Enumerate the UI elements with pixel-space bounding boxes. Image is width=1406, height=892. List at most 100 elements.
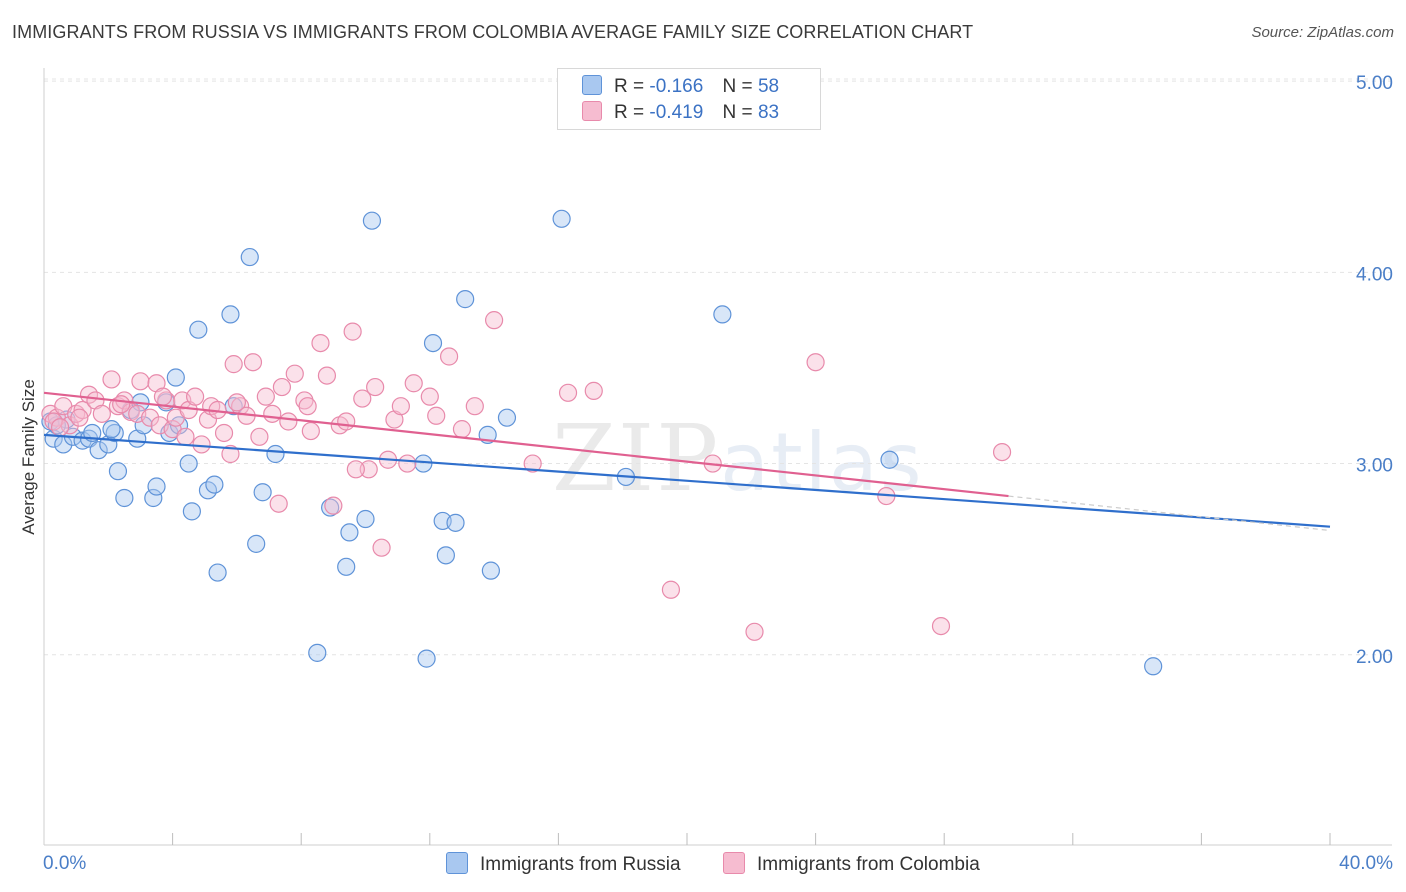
- colombia-point: [140, 408, 160, 427]
- y-axis-label: Average Family Size: [19, 379, 38, 535]
- colombia-point: [439, 347, 459, 366]
- series-legend-colombia[interactable]: Immigrants from Colombia: [723, 852, 980, 876]
- russia-point: [89, 441, 108, 460]
- colombia-point: [224, 355, 243, 374]
- colombia-point: [485, 311, 504, 330]
- colombia-point: [301, 421, 320, 441]
- colombia-legend-label: Immigrants from Colombia: [757, 854, 980, 875]
- y-tick-label: 3.00: [1356, 456, 1393, 477]
- colombia-point: [50, 418, 70, 437]
- russia-point: [182, 502, 201, 521]
- colombia-point: [317, 366, 337, 385]
- colombia-point: [353, 389, 372, 408]
- series-legend-russia[interactable]: Immigrants from Russia: [446, 852, 681, 876]
- russia-point: [362, 211, 382, 230]
- y-tick-label: 5.00: [1356, 73, 1393, 94]
- colombia-point: [465, 397, 484, 416]
- colombia-point: [176, 427, 195, 446]
- colombia-point: [298, 397, 317, 416]
- colombia-point: [295, 391, 314, 410]
- colombia-point: [523, 454, 542, 473]
- colombia-r-value: -0.419: [649, 102, 704, 123]
- colombia-point: [214, 423, 234, 443]
- russia-point: [144, 488, 163, 508]
- watermark-atlas: atlas: [720, 416, 924, 509]
- russia-point: [446, 513, 465, 532]
- colombia-point: [745, 622, 764, 641]
- colombia-point: [337, 412, 356, 431]
- russia-point: [221, 305, 240, 324]
- colombia-trend-line: [43, 391, 1009, 498]
- colombia-point: [398, 454, 417, 473]
- colombia-point: [269, 494, 288, 513]
- colombia-point: [366, 377, 385, 397]
- y-tick-label: 2.00: [1356, 647, 1393, 668]
- russia-point: [552, 209, 571, 228]
- colombia-point: [102, 370, 121, 389]
- colombia-point: [343, 322, 362, 341]
- legend-row-russia: R = -0.166 N = 58: [582, 75, 779, 101]
- colombia-point: [250, 427, 269, 446]
- colombia-point: [186, 387, 205, 406]
- russia-point: [240, 247, 259, 267]
- colombia-point: [153, 387, 173, 406]
- legend-row-colombia: R = -0.419 N = 83: [582, 101, 779, 127]
- russia-point: [205, 475, 224, 494]
- colombia-point: [992, 442, 1012, 462]
- russia-point: [253, 483, 272, 502]
- chart-title: IMMIGRANTS FROM RUSSIA VS IMMIGRANTS FRO…: [12, 22, 974, 42]
- russia-point: [115, 488, 134, 508]
- x-tick-label-min: 0.0%: [43, 853, 86, 874]
- colombia-points: [41, 311, 1012, 641]
- colombia-point: [324, 496, 343, 515]
- colombia-point: [806, 353, 825, 372]
- colombia-r-label: R =: [614, 102, 645, 123]
- colombia-n-value: 83: [757, 102, 780, 123]
- russia-point: [208, 563, 227, 582]
- colombia-point: [661, 580, 681, 599]
- russia-point: [423, 333, 443, 353]
- russia-point: [414, 454, 433, 473]
- russia-point: [108, 462, 128, 481]
- russia-point: [189, 320, 208, 339]
- colombia-point: [391, 397, 410, 416]
- colombia-point: [584, 381, 603, 400]
- series-legend: Immigrants from Russia Immigrants from C…: [0, 852, 1406, 878]
- colombia-n-label: N =: [722, 102, 753, 123]
- colombia-point: [227, 393, 246, 412]
- russia-point: [266, 444, 285, 464]
- russia-point: [481, 561, 500, 580]
- colombia-point: [427, 406, 446, 425]
- watermark: ZIPatlas: [552, 405, 924, 512]
- colombia-point: [92, 404, 111, 423]
- russia-point: [247, 534, 266, 553]
- russia-point: [356, 509, 375, 529]
- colombia-point: [112, 395, 131, 414]
- colombia-swatch: [582, 101, 602, 121]
- colombia-point: [285, 364, 304, 383]
- russia-point: [456, 290, 475, 309]
- colombia-point: [221, 444, 240, 464]
- russia-points: [41, 209, 1163, 676]
- russia-n-label: N =: [722, 76, 753, 97]
- colombia-point: [346, 460, 365, 479]
- colombia-trend-extension: [1008, 495, 1331, 532]
- colombia-point: [272, 377, 292, 397]
- russia-trend-line: [43, 433, 1331, 528]
- y-tick-label: 4.00: [1356, 264, 1393, 285]
- watermark-zip: ZIP: [552, 405, 721, 512]
- colombia-point: [404, 374, 423, 393]
- russia-legend-label: Immigrants from Russia: [480, 854, 681, 875]
- russia-legend-swatch: [446, 852, 468, 874]
- colombia-point: [372, 538, 391, 557]
- colombia-point: [420, 387, 439, 406]
- russia-point: [497, 408, 517, 427]
- russia-point: [340, 523, 359, 542]
- source-credit: Source: ZipAtlas.com: [1251, 24, 1394, 41]
- colombia-point: [279, 412, 298, 431]
- russia-point: [436, 546, 455, 565]
- russia-point: [147, 477, 166, 496]
- russia-point: [417, 649, 436, 668]
- colombia-point: [931, 616, 951, 636]
- russia-swatch: [582, 75, 602, 95]
